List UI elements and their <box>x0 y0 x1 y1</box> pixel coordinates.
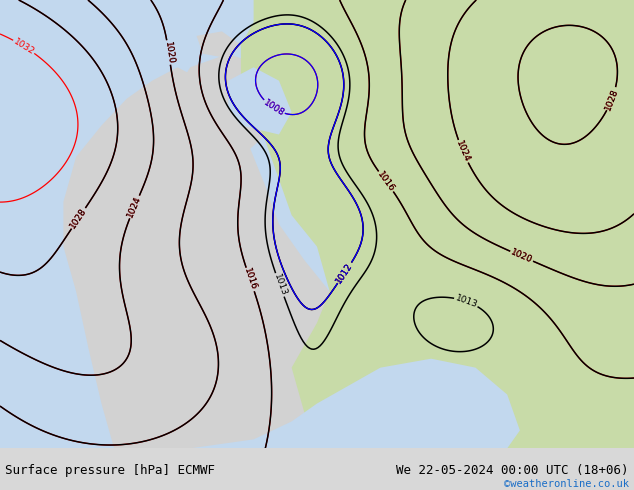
Text: 1028: 1028 <box>68 206 89 230</box>
Polygon shape <box>178 359 520 448</box>
Text: 1020: 1020 <box>162 41 175 65</box>
Text: Surface pressure [hPa] ECMWF: Surface pressure [hPa] ECMWF <box>5 464 215 477</box>
Polygon shape <box>197 31 241 58</box>
Text: 1020: 1020 <box>509 247 534 265</box>
Text: 1016: 1016 <box>242 267 258 292</box>
Text: 1024: 1024 <box>455 139 472 164</box>
Text: 1024: 1024 <box>126 195 143 219</box>
Text: 1008: 1008 <box>261 98 286 118</box>
Text: 1013: 1013 <box>454 294 479 310</box>
Text: 1028: 1028 <box>604 87 620 111</box>
Text: 1012: 1012 <box>335 261 355 285</box>
Text: 1032: 1032 <box>12 37 36 56</box>
Text: 1012: 1012 <box>335 261 355 285</box>
Text: 1008: 1008 <box>261 98 286 118</box>
Polygon shape <box>228 67 292 135</box>
Text: 1016: 1016 <box>242 267 258 292</box>
Text: 1024: 1024 <box>126 195 143 219</box>
Text: 1020: 1020 <box>509 247 534 265</box>
Polygon shape <box>63 67 368 448</box>
Text: 1016: 1016 <box>375 170 396 194</box>
Polygon shape <box>171 54 279 157</box>
Text: 1020: 1020 <box>162 41 175 65</box>
Text: 1013: 1013 <box>271 272 288 297</box>
Text: We 22-05-2024 00:00 UTC (18+06): We 22-05-2024 00:00 UTC (18+06) <box>396 464 629 477</box>
Text: 1028: 1028 <box>68 206 89 230</box>
Text: 1012: 1012 <box>335 261 355 285</box>
Polygon shape <box>241 0 634 448</box>
Text: 1024: 1024 <box>455 139 472 164</box>
Text: 1028: 1028 <box>604 87 620 111</box>
Text: 1016: 1016 <box>375 170 396 194</box>
Text: ©weatheronline.co.uk: ©weatheronline.co.uk <box>504 479 629 489</box>
